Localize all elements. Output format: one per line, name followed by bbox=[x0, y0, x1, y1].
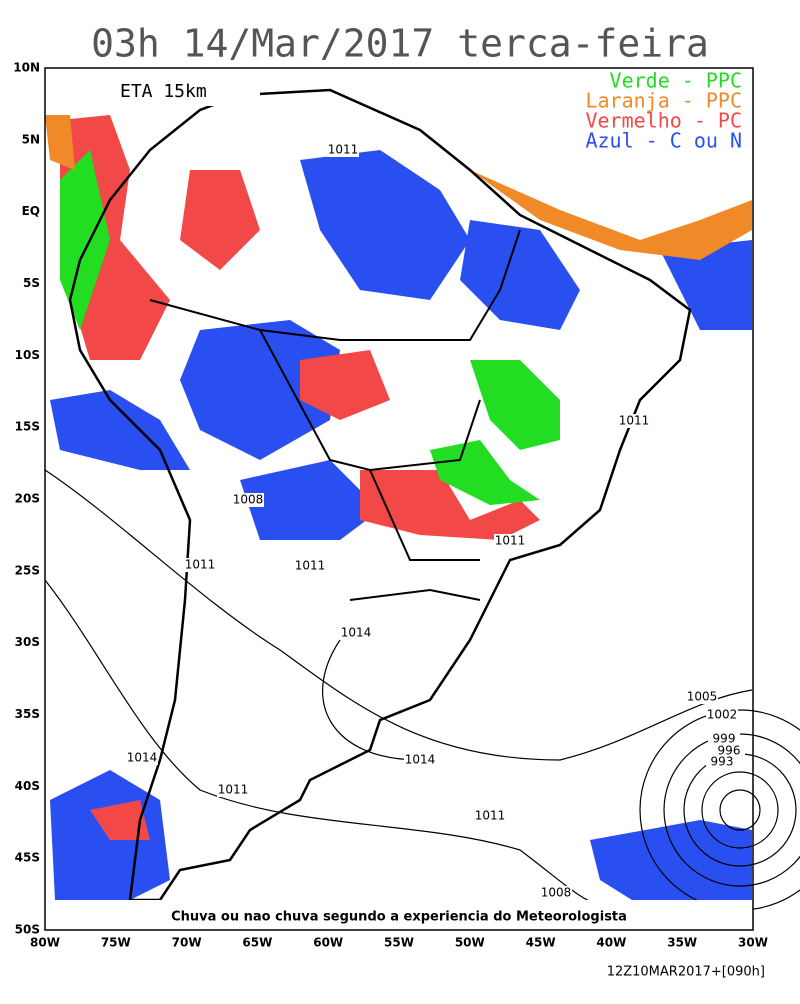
run-label: 12Z10MAR2017+[090h] bbox=[607, 965, 765, 980]
isobar-label-bg bbox=[686, 690, 718, 704]
isobar-label: 1014 bbox=[341, 626, 372, 640]
patch bbox=[180, 170, 260, 270]
patch bbox=[300, 150, 470, 300]
caption: Chuva ou nao chuva segundo a experiencia… bbox=[171, 910, 627, 925]
legend-entry: Verde - PPC bbox=[610, 69, 742, 93]
isobar-label: 993 bbox=[711, 755, 734, 769]
patch bbox=[300, 350, 390, 420]
lat-label: EQ bbox=[22, 204, 40, 218]
patch bbox=[45, 115, 75, 170]
caption-box bbox=[45, 900, 753, 930]
isobar-label: 1008 bbox=[233, 493, 264, 507]
lon-label: 60W bbox=[313, 936, 343, 950]
legend-entry: Azul - C ou N bbox=[585, 129, 742, 153]
isobar-label: 1011 bbox=[619, 414, 650, 428]
lon-label: 75W bbox=[101, 936, 131, 950]
isobar-label: 1011 bbox=[295, 559, 326, 573]
isobar bbox=[44, 579, 601, 906]
isobar-label: 1014 bbox=[127, 751, 158, 765]
lat-label: 10S bbox=[15, 348, 40, 362]
lon-label: 30W bbox=[738, 936, 768, 950]
lon-label: 80W bbox=[30, 936, 60, 950]
title: 03h 14/Mar/2017 terca-feira bbox=[91, 22, 709, 66]
lat-label: 30S bbox=[15, 635, 40, 649]
isobar-label-bg bbox=[327, 143, 359, 157]
isobar-label-bg bbox=[232, 493, 264, 507]
isobar-label-bg bbox=[340, 626, 372, 640]
patch bbox=[360, 470, 540, 540]
isobar-label-bg bbox=[706, 755, 738, 769]
model: ETA 15km bbox=[120, 81, 207, 102]
isobar-label: 1005 bbox=[687, 690, 718, 704]
lon-label: 40W bbox=[596, 936, 626, 950]
isobar bbox=[701, 771, 779, 849]
lat-label: 50S bbox=[15, 922, 40, 936]
patch bbox=[90, 800, 150, 840]
isobar-label: 1011 bbox=[185, 558, 216, 572]
patch bbox=[240, 460, 380, 540]
isobars bbox=[44, 469, 800, 911]
lat-label: 25S bbox=[15, 563, 40, 577]
isobar-label-bg bbox=[494, 534, 526, 548]
isobar-label-bg bbox=[618, 414, 650, 428]
isobar-label: 1011 bbox=[475, 809, 506, 823]
borders bbox=[149, 229, 521, 601]
isobar-label: 999 bbox=[713, 732, 736, 746]
isobar-label: 1011 bbox=[495, 534, 526, 548]
frame bbox=[44, 67, 754, 931]
patch bbox=[460, 220, 580, 330]
isobar-label: 1011 bbox=[218, 783, 249, 797]
coastline bbox=[68, 88, 692, 902]
isobar-label-bg bbox=[294, 559, 326, 573]
isobar bbox=[322, 639, 421, 761]
lat-label: 45S bbox=[15, 851, 40, 865]
legend-entry: Laranja - PPC bbox=[585, 89, 742, 113]
isobar-label: 996 bbox=[718, 744, 741, 758]
patch bbox=[660, 240, 752, 330]
isobar bbox=[44, 469, 753, 761]
isobar-label: 1014 bbox=[405, 753, 436, 767]
lon-label: 35W bbox=[667, 936, 697, 950]
lon-label: 65W bbox=[242, 936, 272, 950]
isobar-label-bg bbox=[706, 708, 738, 722]
isobar bbox=[719, 789, 761, 831]
patch bbox=[180, 320, 340, 460]
isobar-label-bg bbox=[708, 732, 740, 746]
lon-label: 50W bbox=[455, 936, 485, 950]
lat-label: 35S bbox=[15, 707, 40, 721]
lat-label: 5N bbox=[22, 132, 40, 146]
patch bbox=[50, 390, 190, 470]
isobar-label-bg bbox=[474, 809, 506, 823]
isobar-label-bg bbox=[126, 751, 158, 765]
lat-label: 20S bbox=[15, 491, 40, 505]
isobar-label-bg bbox=[184, 558, 216, 572]
lat-label: 10N bbox=[13, 61, 40, 75]
patch bbox=[470, 170, 752, 260]
lat-label: 40S bbox=[15, 779, 40, 793]
lon-label: 45W bbox=[526, 936, 556, 950]
model-box bbox=[110, 76, 260, 106]
patch bbox=[590, 820, 752, 905]
isobar-label: 1008 bbox=[541, 886, 572, 900]
isobar-label-bg bbox=[404, 753, 436, 767]
patch bbox=[470, 360, 560, 450]
isobar-label: 1011 bbox=[328, 143, 359, 157]
isobar-label-bg bbox=[713, 744, 745, 758]
lat-label: 5S bbox=[23, 276, 40, 290]
legend-entry: Vermelho - PC bbox=[585, 109, 742, 133]
lat-label: 15S bbox=[15, 420, 40, 434]
lon-label: 55W bbox=[384, 936, 414, 950]
isobar-label: 1002 bbox=[707, 708, 738, 722]
isobar-label-bg bbox=[217, 783, 249, 797]
patch bbox=[430, 440, 540, 505]
lon-label: 70W bbox=[172, 936, 202, 950]
isobar-label-bg bbox=[540, 886, 572, 900]
